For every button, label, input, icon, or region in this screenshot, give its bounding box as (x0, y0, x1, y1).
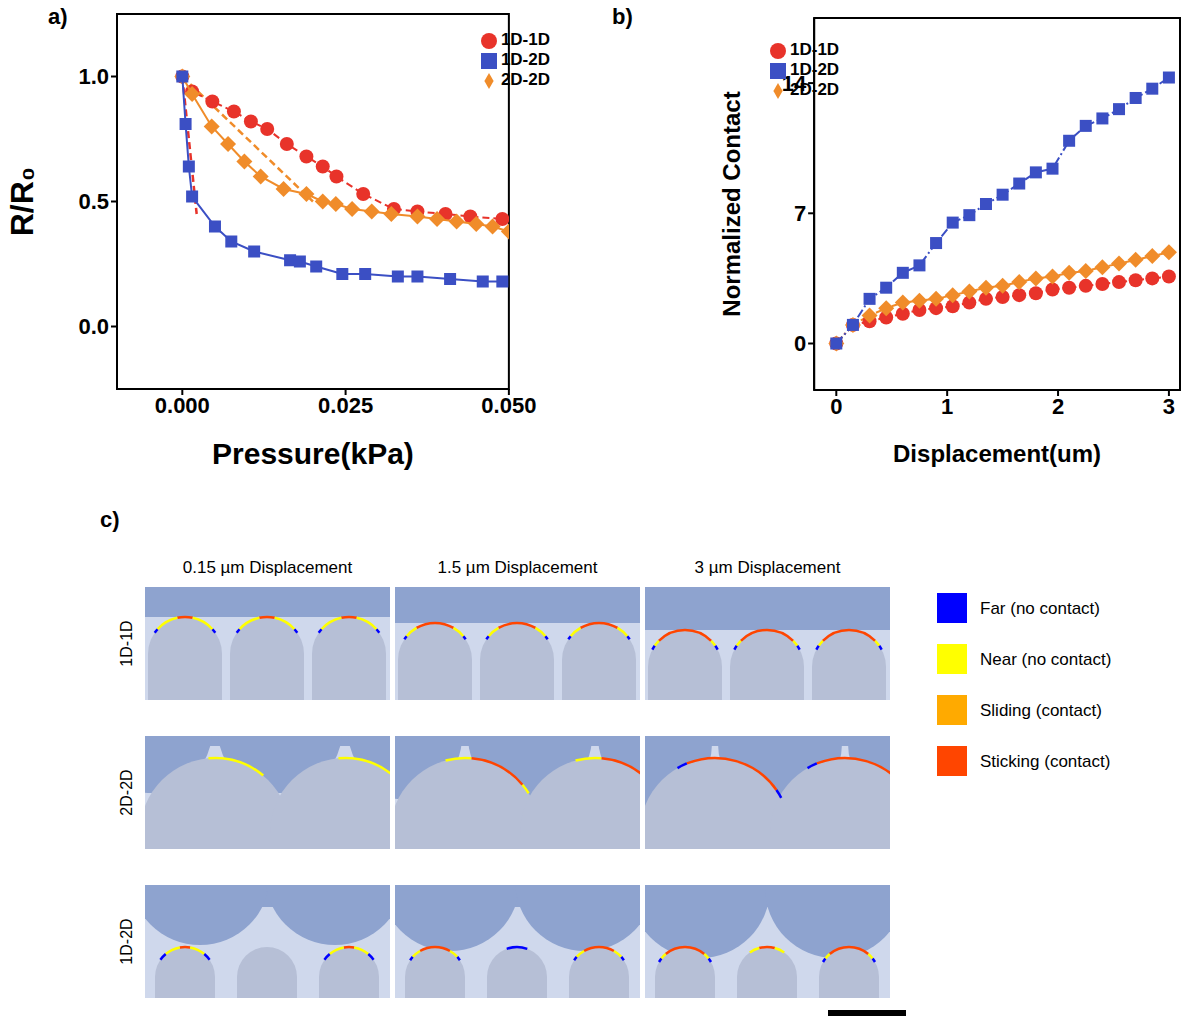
svg-text:0.15 µm Displacement: 0.15 µm Displacement (183, 558, 353, 577)
svg-text:Normalized Contact: Normalized Contact (718, 91, 745, 316)
svg-text:0: 0 (830, 394, 842, 419)
svg-text:2: 2 (1052, 394, 1064, 419)
svg-text:14: 14 (782, 71, 807, 96)
svg-text:3 µm Displacement: 3 µm Displacement (695, 558, 841, 577)
svg-text:7: 7 (794, 201, 806, 226)
svg-text:1D-2D: 1D-2D (118, 918, 135, 964)
svg-text:3: 3 (1163, 394, 1175, 419)
svg-text:R/R₀: R/R₀ (4, 167, 40, 237)
svg-text:0.025: 0.025 (318, 393, 373, 418)
svg-text:1.5 µm Displacement: 1.5 µm Displacement (437, 558, 597, 577)
svg-text:0.000: 0.000 (155, 393, 210, 418)
svg-text:Pressure(kPa): Pressure(kPa) (212, 437, 414, 470)
svg-text:Near (no contact): Near (no contact) (980, 650, 1111, 669)
svg-text:2D-2D: 2D-2D (118, 769, 135, 815)
svg-text:1.0: 1.0 (78, 64, 109, 89)
svg-text:0: 0 (794, 331, 806, 356)
svg-text:0.050: 0.050 (481, 393, 536, 418)
svg-text:Far (no contact): Far (no contact) (980, 599, 1100, 618)
svg-text:c): c) (100, 507, 120, 532)
svg-text:0.5: 0.5 (78, 189, 109, 214)
svg-text:Sticking (contact): Sticking (contact) (980, 752, 1110, 771)
svg-text:1: 1 (941, 394, 953, 419)
svg-text:1D-1D: 1D-1D (118, 620, 135, 666)
svg-text:Displacement(um): Displacement(um) (893, 440, 1101, 467)
svg-text:0.0: 0.0 (78, 314, 109, 339)
svg-text:Sliding (contact): Sliding (contact) (980, 701, 1102, 720)
